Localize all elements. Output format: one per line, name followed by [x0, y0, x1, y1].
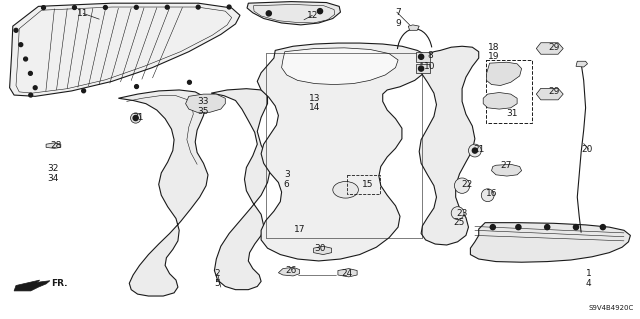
Circle shape: [28, 71, 32, 75]
Polygon shape: [416, 64, 430, 73]
Text: 4: 4: [586, 279, 591, 288]
Circle shape: [131, 113, 141, 123]
Text: 19: 19: [488, 52, 500, 61]
Text: 14: 14: [309, 103, 321, 112]
Circle shape: [72, 6, 76, 10]
Circle shape: [29, 93, 33, 97]
Circle shape: [516, 225, 521, 230]
Circle shape: [134, 5, 138, 9]
Circle shape: [454, 178, 470, 193]
Text: 7: 7: [396, 8, 401, 17]
Text: S9V4B4920C: S9V4B4920C: [588, 305, 634, 311]
Circle shape: [82, 89, 86, 93]
Text: 26: 26: [285, 266, 297, 275]
Text: 25: 25: [454, 218, 465, 227]
Text: 23: 23: [456, 209, 468, 218]
Polygon shape: [186, 94, 225, 112]
Text: 30: 30: [314, 244, 326, 253]
Polygon shape: [536, 43, 563, 54]
Text: 18: 18: [488, 43, 500, 52]
Text: 16: 16: [486, 189, 497, 198]
Circle shape: [600, 225, 605, 230]
Text: 5: 5: [215, 279, 220, 288]
Circle shape: [573, 225, 579, 230]
Circle shape: [472, 148, 477, 153]
Text: 13: 13: [309, 94, 321, 103]
Circle shape: [419, 54, 424, 59]
Circle shape: [266, 11, 271, 16]
Text: 27: 27: [500, 161, 511, 170]
Circle shape: [133, 115, 138, 121]
Circle shape: [490, 225, 495, 230]
Text: FR.: FR.: [51, 279, 68, 288]
Text: 8: 8: [428, 51, 433, 60]
Text: 34: 34: [47, 174, 58, 182]
Text: 22: 22: [461, 180, 473, 189]
Circle shape: [481, 189, 494, 202]
Text: 28: 28: [51, 141, 62, 150]
Polygon shape: [10, 3, 240, 96]
Circle shape: [227, 5, 231, 9]
Polygon shape: [46, 143, 61, 148]
Circle shape: [317, 9, 323, 14]
Circle shape: [451, 207, 464, 219]
Circle shape: [42, 6, 45, 10]
Circle shape: [196, 5, 200, 9]
Text: 3: 3: [284, 170, 289, 179]
Polygon shape: [492, 164, 522, 176]
Polygon shape: [14, 280, 50, 291]
Circle shape: [19, 43, 23, 47]
Polygon shape: [576, 61, 588, 67]
Polygon shape: [282, 48, 398, 85]
Text: 12: 12: [307, 11, 318, 20]
Polygon shape: [470, 223, 630, 262]
Polygon shape: [416, 52, 430, 62]
Text: 21: 21: [473, 145, 484, 154]
Polygon shape: [211, 89, 270, 290]
Text: 15: 15: [362, 180, 374, 189]
Text: 24: 24: [341, 269, 353, 278]
Bar: [486, 60, 532, 123]
Polygon shape: [278, 267, 300, 276]
Polygon shape: [338, 269, 357, 277]
Text: 9: 9: [396, 19, 401, 28]
Circle shape: [545, 225, 550, 230]
Polygon shape: [247, 2, 340, 25]
Text: 6: 6: [284, 180, 289, 189]
Polygon shape: [486, 62, 522, 85]
Circle shape: [165, 5, 169, 9]
Circle shape: [134, 85, 138, 88]
Circle shape: [24, 57, 28, 61]
Polygon shape: [118, 90, 208, 296]
Text: 35: 35: [198, 107, 209, 115]
Text: 2: 2: [215, 269, 220, 278]
Circle shape: [104, 5, 108, 9]
Text: 11: 11: [77, 9, 89, 18]
Text: 17: 17: [294, 225, 305, 234]
Polygon shape: [536, 88, 563, 100]
Text: 29: 29: [548, 43, 559, 52]
Text: 33: 33: [198, 97, 209, 106]
Polygon shape: [483, 93, 517, 109]
Circle shape: [33, 86, 37, 90]
Circle shape: [468, 144, 481, 157]
Polygon shape: [408, 25, 419, 30]
Text: 29: 29: [548, 87, 559, 96]
Circle shape: [419, 66, 424, 71]
Bar: [347, 175, 380, 194]
Text: 31: 31: [506, 109, 518, 118]
Text: 31: 31: [132, 113, 143, 122]
Text: 10: 10: [424, 63, 436, 71]
Ellipse shape: [333, 182, 358, 198]
Polygon shape: [257, 43, 430, 261]
Circle shape: [188, 80, 191, 84]
Text: 1: 1: [586, 269, 591, 278]
Text: 32: 32: [47, 164, 58, 173]
Polygon shape: [314, 246, 332, 255]
Circle shape: [14, 28, 18, 32]
Polygon shape: [419, 46, 479, 245]
Text: 20: 20: [582, 145, 593, 154]
